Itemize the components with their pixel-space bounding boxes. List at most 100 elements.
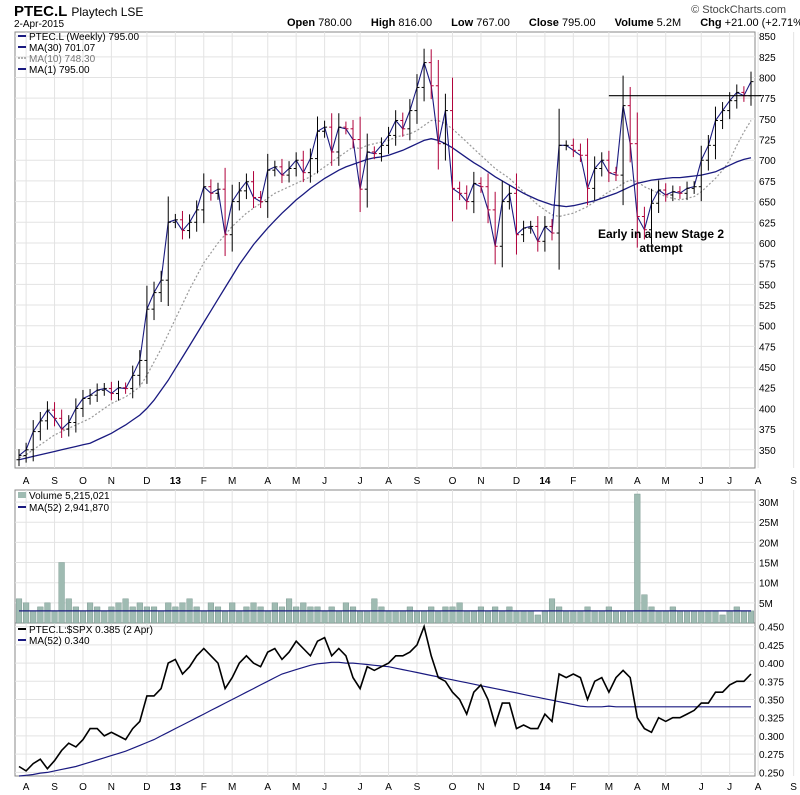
ohlc-bar: [115, 380, 121, 401]
volume-bar: [385, 610, 392, 624]
volume-bar: [520, 610, 527, 624]
volume-bar: [271, 602, 278, 624]
volume-bar: [392, 610, 399, 624]
price-tick-label: 700: [759, 156, 776, 167]
ohlc-bar: [307, 148, 313, 183]
volume-bar: [250, 602, 257, 624]
ohlc-bar: [428, 49, 434, 100]
volume-bar: [719, 614, 726, 624]
ohlc-bar: [123, 382, 129, 394]
stockcharts-logo: © StockCharts.com: [691, 4, 786, 16]
ma10-line: [18, 119, 752, 459]
ohlc-bar: [151, 281, 157, 321]
ticker-symbol: PTEC.L Playtech LSE: [14, 3, 144, 20]
volume-bar: [605, 606, 612, 624]
volume-bar: [676, 610, 683, 624]
volume-bar: [570, 610, 577, 624]
volume-bar: [44, 602, 51, 624]
volume-bar: [733, 606, 740, 624]
price-tick-label: 675: [759, 177, 776, 188]
volume-bar: [435, 610, 442, 624]
x-tick-label-price: 14: [539, 476, 551, 487]
volume-bar: [669, 606, 676, 624]
volume-bar: [726, 610, 733, 624]
volume-bar: [243, 606, 250, 624]
volume-bar: [143, 606, 150, 624]
ohlc-bar: [570, 138, 576, 158]
ohlc-bar: [130, 365, 136, 399]
x-tick-label-ratio: M: [292, 782, 300, 793]
volume-bar: [229, 602, 236, 624]
volume-tick-label: 25M: [759, 518, 778, 529]
volume-bar: [541, 610, 548, 624]
ohlc-bar: [606, 150, 612, 183]
ohlc-bar: [656, 180, 662, 213]
ohlc-bar: [521, 220, 527, 243]
volume-bar: [357, 610, 364, 624]
volume-stat: Volume 5.2M: [614, 17, 682, 29]
x-tick-label-price: J: [699, 476, 704, 487]
x-tick-label-ratio: J: [727, 782, 732, 793]
volume-bar: [349, 606, 357, 624]
x-tick-label-ratio: D: [143, 782, 150, 793]
ohlc-bar: [705, 135, 711, 171]
ohlc-bar: [30, 420, 36, 462]
x-tick-label-ratio: A: [23, 782, 30, 793]
ohlc-bar: [59, 409, 65, 438]
x-tick-label-ratio: S: [790, 782, 797, 793]
volume-bar: [584, 606, 591, 624]
ohlc-bar: [542, 216, 548, 252]
x-tick-label-price: F: [570, 476, 576, 487]
price-tick-label: 525: [759, 301, 776, 312]
volume-tick-label: 20M: [759, 538, 778, 549]
price-tick-label: 850: [759, 32, 776, 43]
ohlc-bar: [94, 383, 100, 402]
ratio-tick-label: 0.350: [759, 696, 784, 707]
ohlc-bar: [556, 108, 562, 270]
volume-bar: [683, 610, 691, 624]
volume-bar: [257, 606, 264, 624]
x-tick-label-ratio: O: [79, 782, 87, 793]
ohlc-bar: [471, 171, 477, 214]
ohlc-bar: [663, 183, 669, 202]
ohlc-bar: [215, 182, 221, 200]
x-tick-label-price: M: [662, 476, 670, 487]
volume-bar: [527, 610, 534, 624]
ohlc-bar: [357, 116, 363, 213]
price-tick-label: 775: [759, 94, 776, 105]
price-tick-label: 725: [759, 136, 776, 147]
ratio-tick-label: 0.300: [759, 732, 784, 743]
volume-bar: [492, 606, 499, 624]
x-tick-label-price: N: [477, 476, 484, 487]
chart-date: 2-Apr-2015: [14, 19, 65, 30]
ohlc-bar: [101, 383, 107, 396]
volume-bar: [747, 610, 755, 624]
ohlc-bar: [393, 110, 399, 146]
price-tick-label: 600: [759, 239, 776, 250]
volume-bar: [698, 610, 705, 624]
chart-header: PTEC.L Playtech LSE 2-Apr-2015 © StockCha…: [0, 0, 800, 32]
ohlc-bar: [201, 173, 207, 224]
annotation-line1: Early in a new Stage 2: [598, 227, 724, 241]
price-tick-label: 500: [759, 322, 776, 333]
ohlc-bar: [720, 102, 726, 130]
x-tick-label-price: S: [414, 476, 421, 487]
ohlc-bar: [684, 181, 690, 201]
ratio-tick-label: 0.375: [759, 677, 784, 688]
ohlc-bar: [549, 219, 555, 241]
ohlc-bar: [378, 137, 384, 162]
ohlc-bar: [80, 389, 86, 417]
x-tick-label-price: A: [634, 476, 641, 487]
volume-tick-label: 10M: [759, 579, 778, 590]
ohlc-bar: [634, 112, 640, 248]
ohlc-bar: [563, 140, 569, 151]
volume-tick-label: 15M: [759, 559, 778, 570]
volume-bar: [293, 606, 300, 624]
ohlc-bar: [435, 59, 441, 170]
x-tick-label-price: N: [108, 476, 115, 487]
volume-bar: [172, 606, 179, 624]
price-tick-label: 350: [759, 446, 776, 457]
x-tick-label-ratio: D: [513, 782, 520, 793]
volume-bar: [51, 610, 58, 624]
volume-bar: [37, 606, 44, 624]
